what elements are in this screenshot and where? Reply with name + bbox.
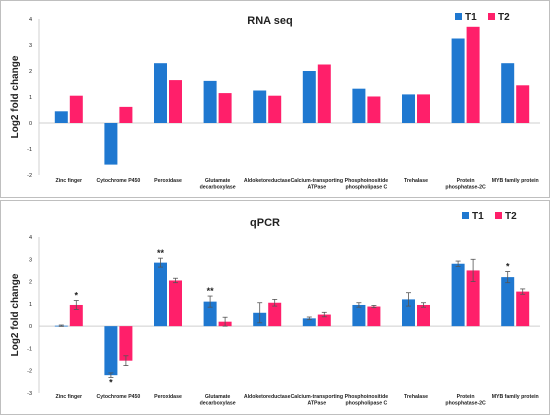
bar-t1-5 [302,71,316,123]
y-tick-label: 0 [29,121,32,127]
category-label: Trehalase [404,394,428,400]
bar-t1-6 [352,88,366,123]
y-tick-label: 4 [29,17,32,23]
bar-t2-6 [367,306,381,327]
category-label: Peroxidase [154,394,182,400]
category-label: Aldoketoreductase [244,394,291,400]
bar-t2-4 [268,95,282,123]
category-label: Aldoketoreductase [244,178,291,184]
y-tick-label: -2 [27,173,32,179]
category-label: Glutamate decarboxylase [200,178,236,191]
legend-label-t2: T2 [498,12,510,23]
y-tick-label: -1 [27,346,32,352]
bar-t2-2 [169,280,182,327]
y-tick-label: 3 [29,43,32,49]
category-label: Phosphoinositide phospholipase C [345,394,389,407]
legend-label-t2: T2 [505,211,517,222]
category-label: MYB family protein [492,394,539,400]
y-tick-label: 2 [29,69,32,75]
bar-t1-9 [501,277,515,327]
bar-t1-0 [54,111,68,123]
y-tick-label: 1 [29,95,32,101]
bar-t1-3 [203,80,217,123]
category-label: Zinc finger [56,178,83,184]
category-label: Peroxidase [154,178,182,184]
bar-t2-7 [417,304,430,327]
y-tick-label: 0 [29,324,32,330]
y-tick-label: -2 [27,369,32,375]
category-label: Protein phosphatase-2C [445,178,486,191]
bar-t2-7 [417,94,430,123]
bar-t1-4 [253,90,267,123]
bar-t1-2 [154,63,167,123]
category-label: Calcium-transporting ATPase [291,394,343,407]
category-label: Phosphoinositide phospholipase C [345,178,389,191]
bar-t1-8 [451,38,465,123]
bar-t2-9 [516,291,530,327]
y-tick-label: -3 [27,391,32,397]
bar-t2-8 [466,270,480,327]
significance-marker: ** [207,286,215,296]
bar-t2-0 [69,304,83,327]
y-axis-label: Log2 fold change [10,55,21,138]
significance-marker: * [506,262,510,272]
significance-marker: * [109,377,113,387]
category-label: Trehalase [404,178,428,184]
legend-swatch-t1 [462,212,469,219]
y-axis-label: Log2 fold change [10,273,21,356]
bar-t1-3 [203,301,217,327]
bar-t2-8 [466,26,480,123]
bar-t2-6 [367,96,381,123]
bar-t2-4 [268,302,282,327]
bar-t2-5 [317,314,331,327]
legend-swatch-t1 [455,13,462,20]
chart-title: qPCR [250,217,280,229]
y-tick-label: 3 [29,257,32,263]
bar-t2-1 [119,326,133,361]
bar-t1-5 [302,318,316,327]
category-label: Glutamate decarboxylase [200,394,236,407]
significance-marker: * [75,291,79,301]
bar-t1-1 [104,123,118,165]
bar-t1-8 [451,263,465,327]
bar-t2-9 [516,85,530,123]
chart-title: RNA seq [247,15,292,27]
legend-label-t1: T1 [472,211,484,222]
y-tick-label: 2 [29,280,32,286]
bar-t1-2 [154,262,167,327]
bar-t1-7 [402,299,415,327]
bar-t1-6 [352,304,366,327]
bar-t2-5 [317,64,331,123]
category-label: Zinc finger [56,394,83,400]
category-label: Protein phosphatase-2C [445,394,486,407]
category-label: Cytochrome P450 [96,178,140,184]
y-tick-label: -1 [27,147,32,153]
bar-t2-1 [119,106,133,123]
y-tick-label: 4 [29,235,32,241]
legend-swatch-t2 [488,13,495,20]
bar-t2-2 [169,80,182,123]
bar-t1-9 [501,63,515,123]
rna-seq-chart: RNA seq Log2 fold change -2 -1 0 1 2 3 4 Zinc fin… [10,12,540,191]
legend-label-t1: T1 [465,12,477,23]
bar-t2-3 [218,93,232,123]
category-label: Cytochrome P450 [96,394,140,400]
legend-swatch-t2 [495,212,502,219]
bar-t1-7 [402,94,415,123]
y-tick-label: 1 [29,302,32,308]
category-label: MYB family protein [492,178,539,184]
bar-t1-1 [104,326,118,376]
category-label: Calcium-transporting ATPase [291,178,343,191]
bar-t2-0 [69,95,83,123]
significance-marker: ** [157,248,165,258]
